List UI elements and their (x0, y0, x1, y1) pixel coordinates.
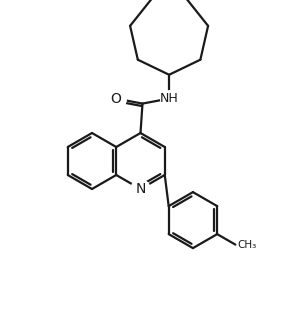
Text: N: N (135, 182, 146, 196)
Text: NH: NH (160, 92, 178, 105)
Text: O: O (111, 92, 121, 106)
Text: CH₃: CH₃ (237, 240, 256, 250)
